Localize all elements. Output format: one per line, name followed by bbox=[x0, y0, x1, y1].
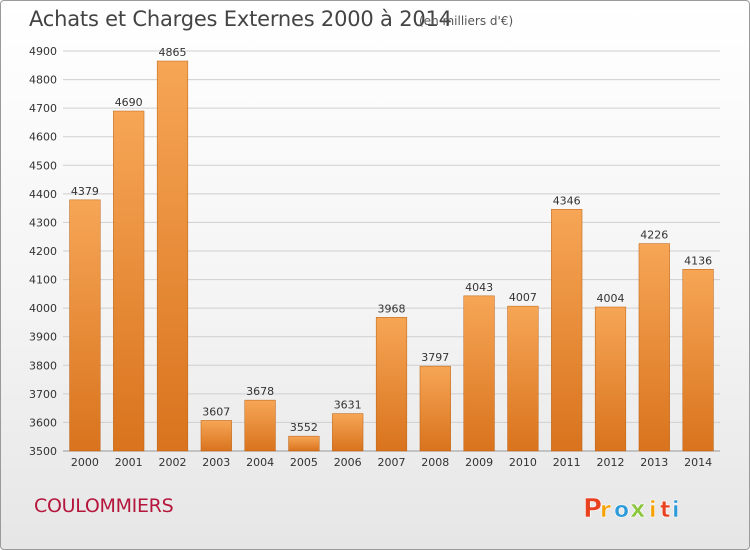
bar-2009 bbox=[463, 295, 495, 452]
bar-2004 bbox=[244, 399, 276, 452]
bar-2012 bbox=[594, 306, 627, 452]
bar-value-label: 3797 bbox=[421, 351, 449, 364]
x-tick-label: 2009 bbox=[465, 456, 493, 469]
y-tick-label: 4700 bbox=[29, 102, 57, 115]
bar-value-label: 4007 bbox=[509, 291, 537, 304]
bar-2007 bbox=[375, 317, 408, 452]
y-tick-label: 4600 bbox=[29, 131, 57, 144]
logo-letter: o bbox=[614, 498, 629, 523]
bar-2013 bbox=[638, 243, 670, 452]
y-tick-label: 4200 bbox=[29, 245, 57, 258]
bars: 4379 4690 4865 3607 3678 3552 3631 3968 3797 4043… bbox=[69, 46, 714, 452]
y-tick-label: 3600 bbox=[29, 416, 57, 429]
bar-value-label: 3968 bbox=[378, 302, 406, 315]
y-tick-label: 4300 bbox=[29, 216, 57, 229]
bar-value-label: 4379 bbox=[71, 185, 99, 198]
bar-value-label: 3607 bbox=[202, 405, 230, 418]
logo-letter: r bbox=[600, 498, 611, 523]
bar-value-label: 3552 bbox=[290, 421, 318, 434]
logo-letter: i bbox=[672, 498, 680, 523]
bar-2000 bbox=[69, 199, 101, 452]
bar-2011 bbox=[551, 209, 583, 452]
y-tick-label: 3900 bbox=[29, 331, 57, 344]
bar-2003 bbox=[200, 420, 232, 452]
bar-2010 bbox=[507, 305, 539, 452]
x-tick-label: 2005 bbox=[290, 456, 318, 469]
x-axis-ticks: 2000 2001 2002 2003 2004 2005 2006 2007 2008 2009… bbox=[71, 456, 712, 469]
x-tick-label: 2004 bbox=[246, 456, 274, 469]
x-tick-label: 2003 bbox=[202, 456, 230, 469]
y-tick-label: 3500 bbox=[29, 445, 57, 458]
y-tick-label: 4000 bbox=[29, 302, 57, 315]
x-tick-label: 2002 bbox=[159, 456, 187, 469]
logo-letter: x bbox=[630, 495, 646, 523]
x-tick-label: 2012 bbox=[597, 456, 625, 469]
x-tick-label: 2010 bbox=[509, 456, 537, 469]
chart-title: Achats et Charges Externes 2000 à 2014 bbox=[29, 7, 452, 31]
bar-value-label: 4136 bbox=[684, 254, 712, 267]
bar-2005 bbox=[288, 435, 320, 452]
bar-2006 bbox=[332, 413, 364, 452]
bar-value-label: 3631 bbox=[334, 399, 362, 412]
bar-2008 bbox=[419, 365, 451, 452]
commune-name: COULOMMIERS bbox=[34, 495, 174, 517]
proxiti-logo: Pr o x i t i bbox=[583, 494, 680, 525]
logo-letter: i bbox=[649, 498, 657, 523]
bar-value-label: 4865 bbox=[159, 46, 187, 59]
bar-value-label: 4346 bbox=[553, 194, 581, 207]
y-tick-label: 3700 bbox=[29, 388, 57, 401]
bar-value-label: 4043 bbox=[465, 281, 493, 294]
bar-value-label: 3678 bbox=[246, 385, 274, 398]
logo-letter: t bbox=[660, 498, 671, 523]
y-tick-label: 3800 bbox=[29, 359, 57, 372]
x-tick-label: 2011 bbox=[553, 456, 581, 469]
chart-subtitle: (en milliers d'€) bbox=[419, 14, 514, 28]
y-tick-label: 4100 bbox=[29, 274, 57, 287]
x-tick-label: 2001 bbox=[115, 456, 143, 469]
x-tick-label: 2000 bbox=[71, 456, 99, 469]
y-tick-label: 4500 bbox=[29, 159, 57, 172]
bar-value-label: 4226 bbox=[640, 229, 668, 242]
y-axis-ticks: 3500 3600 3700 3800 3900 4000 4100 4200 4300 4400… bbox=[29, 45, 57, 458]
bar-value-label: 4690 bbox=[115, 96, 143, 109]
bar-2014 bbox=[682, 269, 714, 452]
bar-2001 bbox=[113, 110, 145, 452]
x-tick-label: 2014 bbox=[684, 456, 712, 469]
logo-letter: P bbox=[583, 494, 602, 524]
bar-2002 bbox=[156, 60, 189, 452]
y-tick-label: 4800 bbox=[29, 74, 57, 87]
x-tick-label: 2008 bbox=[421, 456, 449, 469]
y-tick-label: 4400 bbox=[29, 188, 57, 201]
bar-value-label: 4004 bbox=[597, 292, 625, 305]
x-tick-label: 2013 bbox=[640, 456, 668, 469]
x-tick-label: 2007 bbox=[378, 456, 406, 469]
y-tick-label: 4900 bbox=[29, 45, 57, 58]
x-tick-label: 2006 bbox=[334, 456, 362, 469]
